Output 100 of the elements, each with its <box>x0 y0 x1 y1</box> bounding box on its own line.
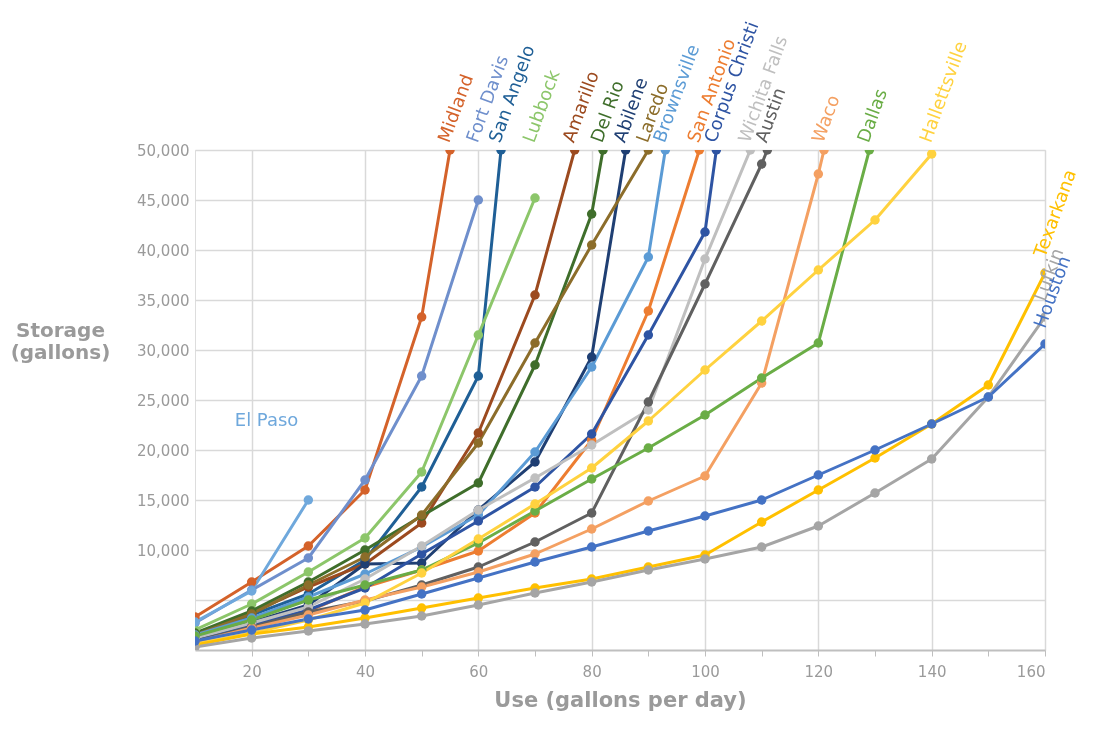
point <box>700 279 710 289</box>
point <box>530 557 540 567</box>
text: El Paso <box>234 409 299 430</box>
point <box>360 485 370 495</box>
point <box>303 541 314 551</box>
x-tick-label: 20 <box>242 662 262 681</box>
y-tick-label: 25,000 <box>137 391 190 410</box>
point <box>813 338 824 348</box>
point <box>586 508 597 518</box>
point <box>303 626 314 636</box>
point <box>416 603 427 613</box>
y-tick-label: 35,000 <box>137 291 190 310</box>
point <box>416 371 427 381</box>
text: Waco <box>807 92 844 146</box>
point <box>983 380 994 390</box>
point <box>416 611 427 621</box>
point <box>756 495 767 505</box>
point <box>700 554 710 564</box>
point <box>416 312 427 322</box>
y-tick-label: 50,000 <box>137 141 190 160</box>
point <box>756 316 767 326</box>
point <box>360 533 370 543</box>
point <box>813 485 824 495</box>
point <box>530 588 540 598</box>
point <box>473 428 484 438</box>
x-tick-label: 100 <box>691 662 720 681</box>
point <box>586 524 597 534</box>
point <box>530 447 540 457</box>
point <box>473 546 484 556</box>
point <box>416 482 427 492</box>
point <box>530 360 540 370</box>
point <box>416 467 427 477</box>
point <box>473 438 484 448</box>
point <box>473 195 484 205</box>
point <box>586 463 597 473</box>
point <box>530 499 540 509</box>
point <box>586 240 597 250</box>
point <box>643 526 654 536</box>
point <box>700 365 710 375</box>
point <box>813 470 824 480</box>
point <box>473 600 484 610</box>
point <box>813 169 824 179</box>
point <box>700 511 710 521</box>
point <box>303 495 314 505</box>
y-tick-label: 15,000 <box>137 491 190 510</box>
point <box>473 478 484 488</box>
point <box>756 159 767 169</box>
point <box>756 542 767 552</box>
point <box>303 567 314 577</box>
point <box>530 338 540 348</box>
x-tick-label: 40 <box>355 662 376 681</box>
point <box>700 471 710 481</box>
point <box>813 521 824 531</box>
point <box>586 440 597 450</box>
point <box>473 573 484 583</box>
point <box>586 542 597 552</box>
text: Dallas <box>852 85 892 146</box>
point <box>360 605 370 615</box>
point <box>246 633 257 643</box>
point <box>473 330 484 340</box>
point <box>643 330 654 340</box>
point <box>870 453 880 463</box>
point <box>756 373 767 383</box>
point <box>756 517 767 527</box>
point <box>246 577 257 587</box>
point <box>530 290 540 300</box>
point <box>643 252 654 262</box>
point <box>530 457 540 467</box>
point <box>643 306 654 316</box>
point <box>643 443 654 453</box>
point <box>473 534 484 544</box>
y-tick-label: 10,000 <box>137 541 190 560</box>
point <box>530 482 540 492</box>
point <box>643 416 654 426</box>
x-axis-title: Use (gallons per day) <box>494 687 747 712</box>
point <box>416 589 427 599</box>
x-tick-label: 80 <box>582 662 602 681</box>
point <box>586 429 597 439</box>
y-tick-label: 20,000 <box>137 441 190 460</box>
point <box>643 397 654 407</box>
point <box>700 410 710 420</box>
x-tick-label: 160 <box>1016 662 1046 681</box>
x-tick-label: 120 <box>804 662 834 681</box>
point <box>870 215 880 225</box>
point <box>643 496 654 506</box>
point <box>870 488 880 498</box>
point <box>700 254 710 264</box>
point <box>586 474 597 484</box>
y-tick-label: 45,000 <box>137 191 190 210</box>
point <box>530 473 540 483</box>
point <box>870 445 880 455</box>
point <box>530 537 540 547</box>
point <box>926 150 937 159</box>
point <box>473 371 484 381</box>
point <box>473 516 484 526</box>
point <box>586 352 597 362</box>
point <box>926 454 937 464</box>
point <box>813 265 824 275</box>
point <box>360 619 370 629</box>
point <box>700 227 710 237</box>
